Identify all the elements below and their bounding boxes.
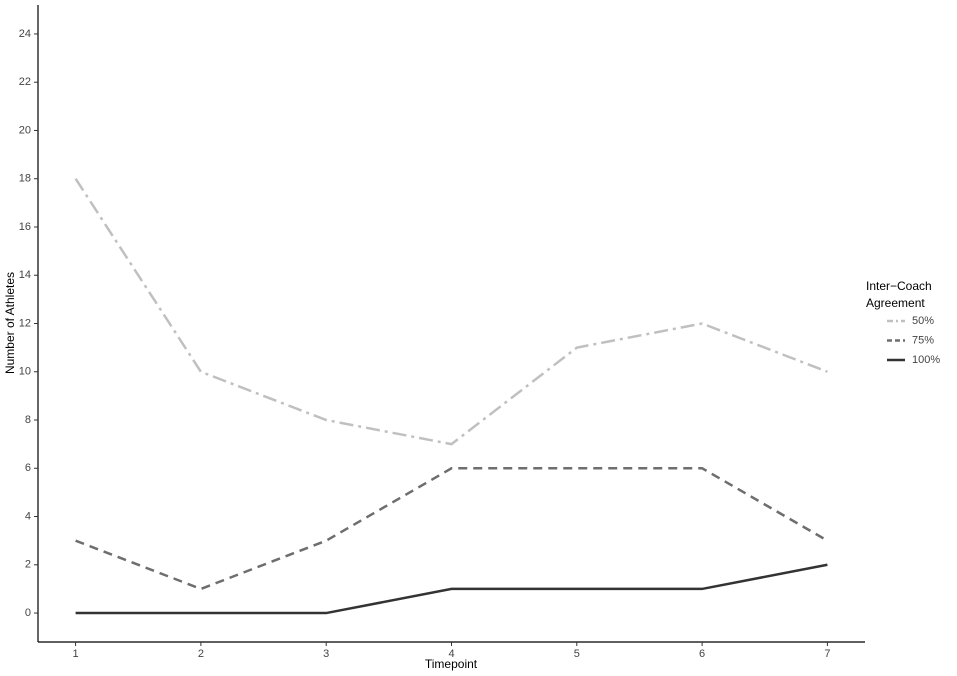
y-axis-title: Number of Athletes [3, 272, 17, 374]
y-tick-label: 4 [25, 510, 31, 522]
x-tick-label: 1 [73, 648, 79, 660]
y-tick-label: 12 [19, 317, 31, 329]
series-line [75, 467, 829, 591]
legend-title: Inter−Coach Agreement [866, 279, 932, 310]
legend-label: 100% [912, 354, 940, 366]
x-tick-label: 7 [824, 648, 830, 660]
series-line [74, 178, 828, 446]
y-tick-label: 14 [19, 269, 31, 281]
y-tick-label: 20 [19, 124, 31, 136]
x-tick-label: 2 [198, 648, 204, 660]
x-axis-title: Timepoint [425, 657, 478, 671]
y-tick-label: 6 [25, 462, 31, 474]
y-tick-label: 8 [25, 414, 31, 426]
series-line [75, 563, 828, 615]
x-tick-label: 3 [323, 648, 329, 660]
y-tick-label: 0 [25, 607, 31, 619]
x-tick-label: 6 [699, 648, 705, 660]
y-tick-label: 24 [19, 28, 31, 40]
y-tick-label: 2 [25, 559, 31, 571]
x-tick-label: 4 [448, 648, 454, 660]
y-tick-label: 22 [19, 76, 31, 88]
y-tick-label: 18 [19, 173, 31, 185]
y-tick-label: 16 [19, 221, 31, 233]
legend-label: 50% [912, 315, 934, 327]
legend-label: 75% [912, 334, 934, 346]
y-tick-label: 10 [19, 366, 31, 378]
x-tick-label: 5 [574, 648, 580, 660]
